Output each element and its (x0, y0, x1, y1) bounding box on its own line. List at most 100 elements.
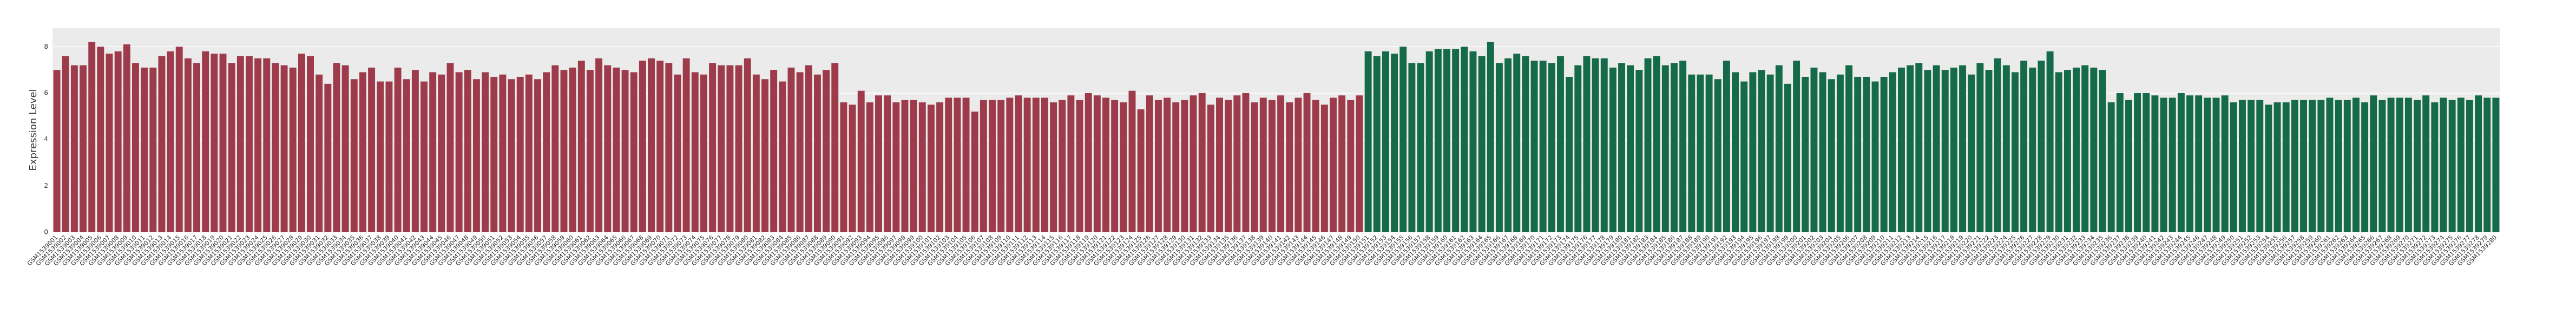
bar (691, 72, 699, 233)
bar (245, 56, 253, 232)
bar (892, 102, 900, 232)
bar (2177, 93, 2185, 233)
bar (2212, 97, 2220, 232)
bar (1487, 42, 1494, 233)
bar (1085, 93, 1092, 233)
bar (1443, 49, 1450, 232)
bar (202, 51, 209, 232)
bar (936, 102, 944, 232)
bar (823, 70, 830, 232)
bar (866, 102, 873, 232)
bar (1233, 95, 1241, 232)
bar (2396, 97, 2403, 232)
bar (813, 74, 821, 232)
bar (1950, 67, 1957, 233)
bar (1793, 60, 1800, 233)
bar (989, 100, 996, 232)
bar (2116, 93, 2124, 233)
bar (2256, 100, 2264, 232)
bar (1618, 63, 1626, 233)
bar (2317, 100, 2325, 232)
bar (569, 67, 576, 233)
bar (1627, 65, 1634, 232)
bar (2038, 60, 2045, 233)
bar (1408, 63, 1416, 233)
bar (1452, 49, 1460, 232)
bar (1216, 97, 1223, 232)
bar (2248, 100, 2255, 232)
bar (1968, 74, 1975, 232)
bar (577, 60, 585, 233)
bar (1225, 100, 1232, 232)
bar (114, 51, 122, 232)
bar (1671, 63, 1678, 233)
bar (1775, 65, 1783, 232)
bar (1819, 72, 1826, 233)
bar (1286, 102, 1293, 232)
bar (1399, 47, 1407, 232)
bar (831, 63, 839, 233)
bar (2186, 95, 2194, 232)
bar (2326, 97, 2334, 232)
bar (1566, 76, 1573, 232)
bar (1268, 100, 1276, 232)
bar (394, 67, 402, 233)
bar (543, 72, 550, 233)
bar (1330, 97, 1337, 232)
bar (1574, 65, 1582, 232)
bar (1015, 95, 1022, 232)
bar (1679, 60, 1687, 233)
bar (80, 65, 87, 232)
bar (272, 63, 279, 233)
bar (438, 74, 445, 232)
bar (2055, 72, 2062, 233)
bar (1067, 95, 1075, 232)
bar (236, 56, 244, 232)
bar (324, 83, 332, 232)
bar (211, 54, 218, 232)
bar (875, 95, 882, 232)
bar (228, 63, 235, 233)
bar (411, 70, 419, 232)
bar (2168, 97, 2176, 232)
bar (1154, 100, 1162, 232)
bar (2195, 95, 2203, 232)
bar (709, 63, 717, 233)
bar (2265, 104, 2272, 232)
bar (1207, 104, 1214, 232)
bar (1251, 102, 1258, 232)
bar (280, 65, 288, 232)
bar (1941, 70, 1949, 232)
bar (123, 44, 130, 232)
bar (1758, 70, 1765, 232)
bar (525, 74, 533, 232)
bar (316, 74, 323, 232)
bar (2448, 100, 2456, 232)
bar (184, 58, 192, 233)
bar (1382, 51, 1389, 232)
bar (1461, 47, 1468, 232)
bar (857, 90, 865, 232)
bar (1530, 60, 1538, 233)
bar (1705, 74, 1713, 232)
bar (2046, 51, 2054, 232)
bar (2483, 97, 2491, 232)
bar (307, 56, 314, 232)
bar (149, 67, 157, 233)
bar (368, 67, 376, 233)
bar (2370, 95, 2377, 232)
bar (2099, 70, 2106, 232)
bar (1557, 56, 1564, 232)
bar (1933, 65, 1940, 232)
bar (1732, 72, 1739, 233)
bar (464, 70, 471, 232)
bar (2352, 97, 2360, 232)
bar (490, 76, 498, 232)
bar (648, 58, 655, 233)
bar (726, 65, 734, 232)
bar (796, 72, 804, 233)
bar (350, 79, 358, 232)
bar (2414, 100, 2421, 232)
bar (2300, 100, 2308, 232)
